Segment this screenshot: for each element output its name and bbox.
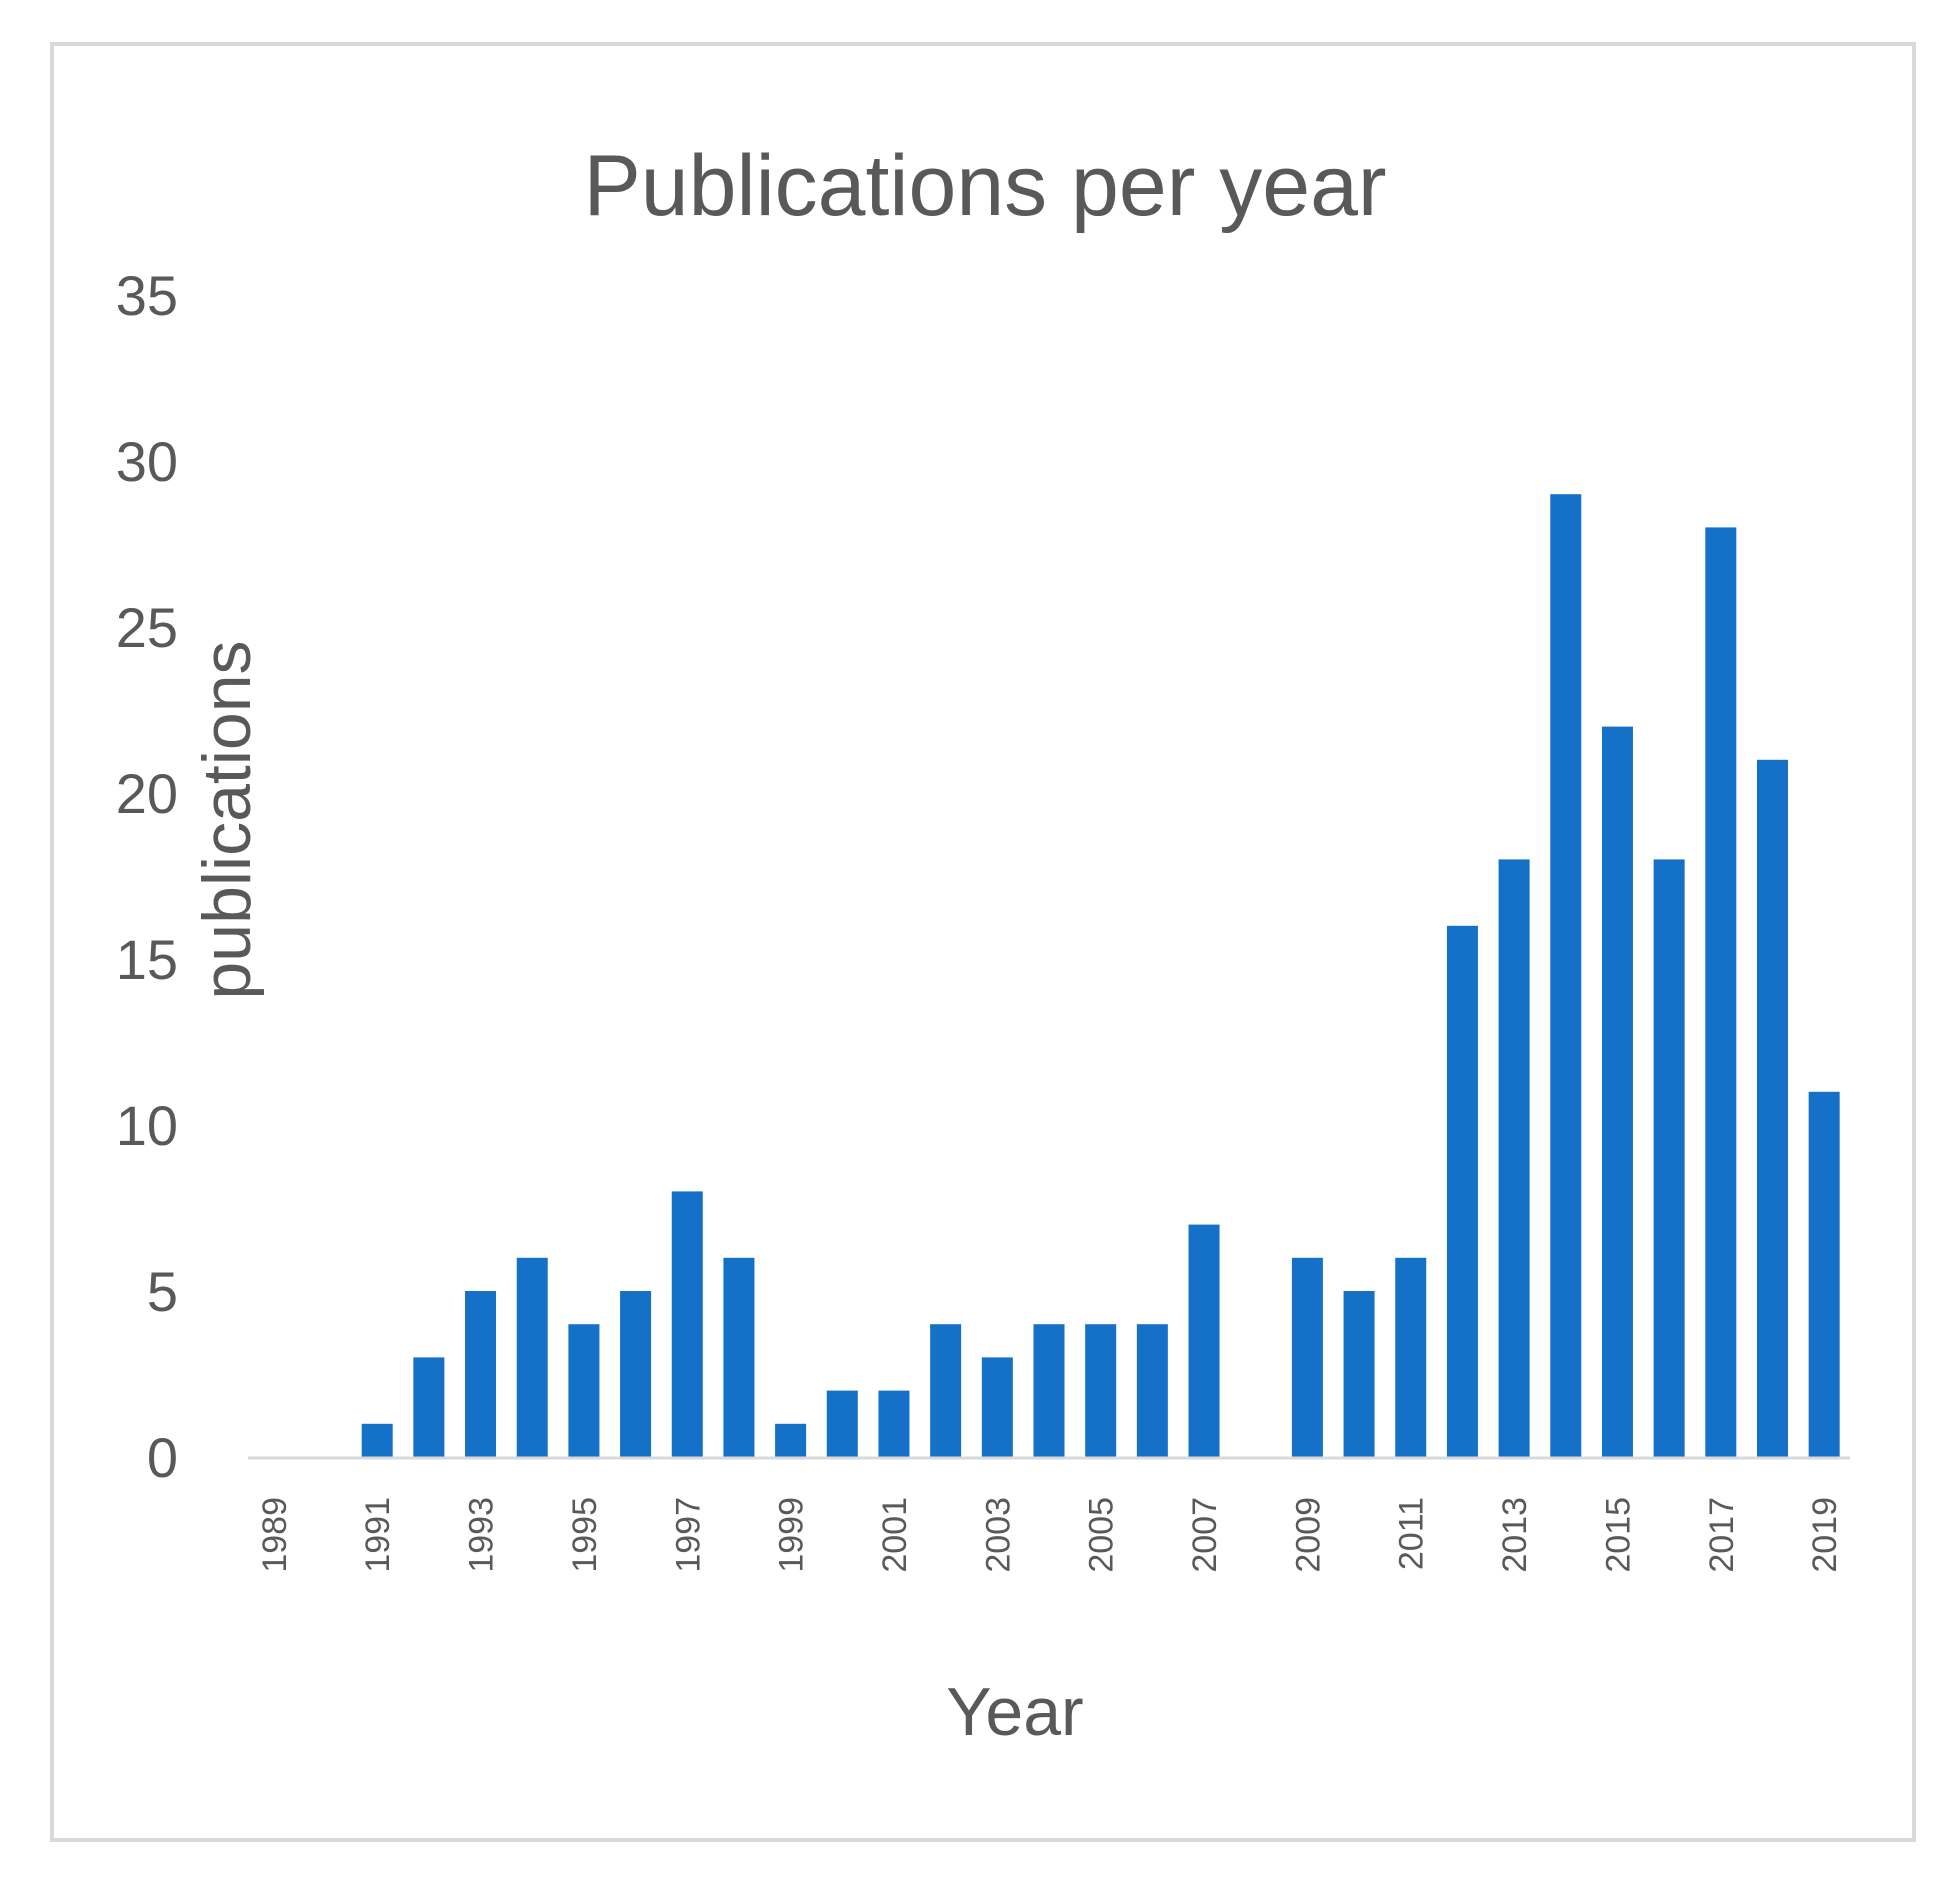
bar-1997 [671, 1191, 703, 1457]
chart-title: Publications per year [583, 138, 1386, 234]
y-axis-title: publications [189, 640, 265, 999]
bar-2015 [1601, 726, 1633, 1457]
y-tick-label: 10 [116, 1094, 178, 1157]
x-tick-label-2003: 2003 [979, 1497, 1017, 1573]
bar-2007 [1188, 1224, 1220, 1457]
bar-1991 [361, 1423, 393, 1457]
bar-2017 [1705, 527, 1737, 1457]
x-tick-label-1993: 1993 [463, 1497, 501, 1573]
x-tick-label-2015: 2015 [1599, 1497, 1637, 1573]
bar-2010 [1343, 1291, 1375, 1457]
bar-2006 [1136, 1324, 1168, 1457]
x-tick-label-2017: 2017 [1703, 1497, 1741, 1573]
bar-1998 [723, 1257, 755, 1457]
bar-2000 [826, 1390, 858, 1457]
x-tick-label-2007: 2007 [1186, 1497, 1224, 1573]
x-tick-label-2019: 2019 [1806, 1497, 1844, 1573]
x-tick-label-2001: 2001 [876, 1497, 914, 1573]
y-tick-label: 5 [147, 1260, 178, 1323]
x-axis-ticks: 1989 1991 1993 1995 1997 1999 2001 2003 2005 2007… [256, 1497, 1844, 1573]
x-tick-label-2013: 2013 [1496, 1497, 1534, 1573]
bar-2016 [1653, 859, 1685, 1457]
x-tick-label-2011: 2011 [1393, 1497, 1431, 1570]
bar-2001 [878, 1390, 910, 1457]
bar-1999 [775, 1423, 807, 1457]
bar-2003 [981, 1357, 1013, 1457]
bar-2019 [1808, 1091, 1840, 1457]
bar-2005 [1085, 1324, 1117, 1457]
bar-2002 [930, 1324, 962, 1457]
x-tick-label-2005: 2005 [1083, 1497, 1121, 1573]
bar-1993 [465, 1291, 497, 1457]
bar-1992 [413, 1357, 445, 1457]
bar-2012 [1446, 925, 1478, 1457]
x-tick-label-1991: 1991 [359, 1497, 397, 1573]
y-tick-label: 15 [116, 928, 178, 991]
bar-1996 [620, 1291, 652, 1457]
bar-2009 [1291, 1257, 1323, 1457]
bar-2011 [1395, 1257, 1427, 1457]
y-tick-label: 35 [116, 264, 178, 327]
y-axis-ticks: 0 5 10 15 20 25 30 35 [116, 264, 178, 1489]
x-axis-title: Year [946, 1674, 1083, 1750]
bar-1994 [516, 1257, 548, 1457]
x-tick-label-2009: 2009 [1289, 1497, 1327, 1573]
y-tick-label: 0 [147, 1426, 178, 1489]
bar-2013 [1498, 859, 1530, 1457]
x-tick-label-1995: 1995 [566, 1497, 604, 1573]
y-tick-label: 20 [116, 762, 178, 825]
x-tick-label-1997: 1997 [669, 1497, 707, 1573]
bar-2004 [1033, 1324, 1065, 1457]
bar-1995 [568, 1324, 600, 1457]
x-tick-label-1989: 1989 [256, 1497, 294, 1573]
y-tick-label: 25 [116, 596, 178, 659]
bars-group [361, 494, 1840, 1457]
bar-2014 [1550, 494, 1582, 1457]
x-tick-label-1999: 1999 [773, 1497, 811, 1573]
bar-2018 [1756, 759, 1788, 1457]
y-tick-label: 30 [116, 430, 178, 493]
